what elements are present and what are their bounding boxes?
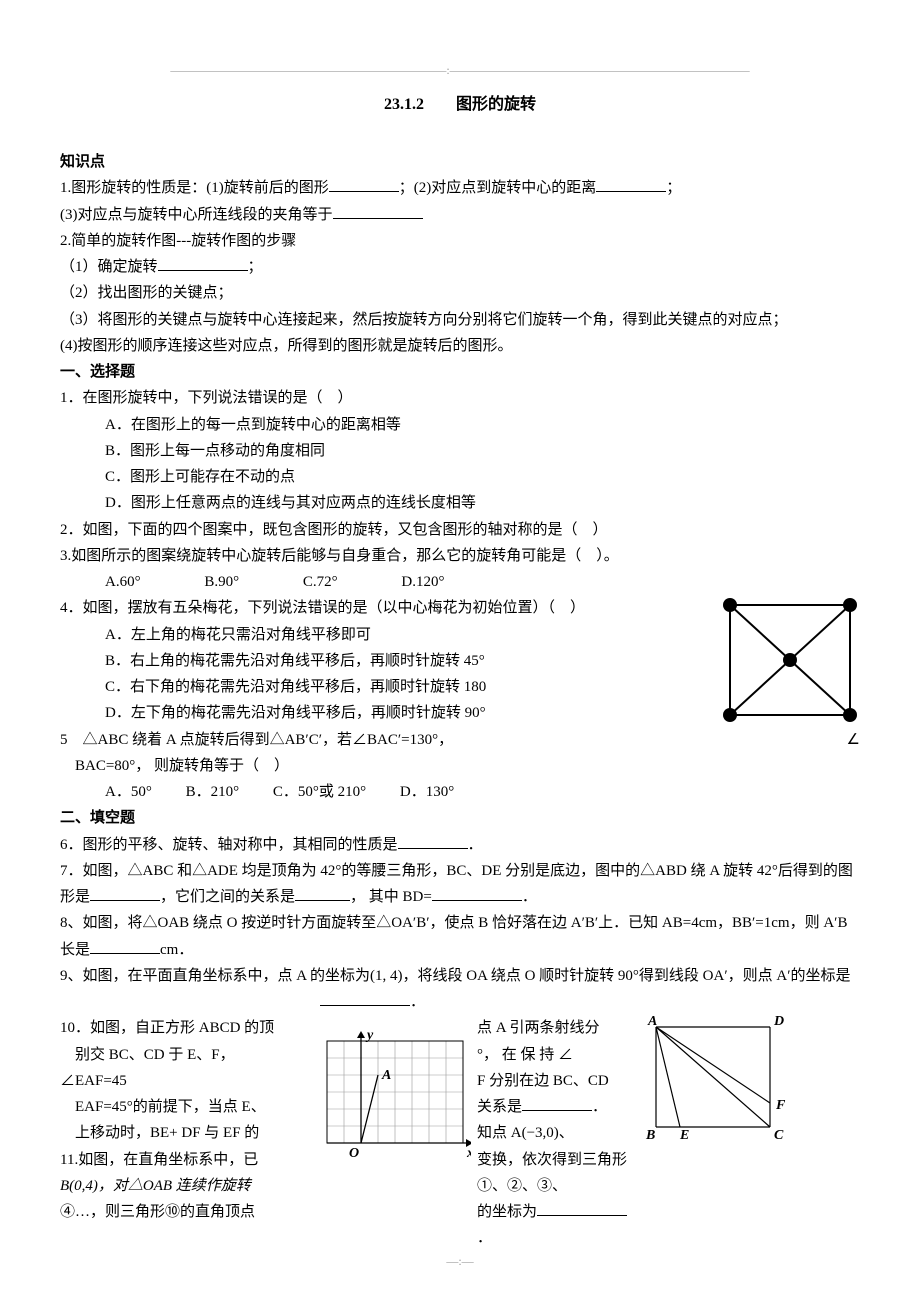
sectionB-heading: 二、填空题 [60, 805, 860, 831]
q10-figure: A D C B E F [638, 1015, 788, 1145]
q5-C: C．50°或 210° [273, 779, 366, 805]
sectionA-heading: 一、选择题 [60, 359, 860, 385]
text: ， 其中 BD= [350, 889, 432, 905]
q3-B: B.90° [204, 569, 239, 595]
q2-stem: 2．如图，下面的四个图案中，既包含图形的旋转，又包含图形的轴对称的是（ ） [60, 517, 860, 543]
text: ． [592, 1099, 607, 1115]
q1-C: C．图形上可能存在不动的点 [60, 464, 860, 490]
q10-l4b: 关系是 ． [477, 1094, 632, 1120]
header-rule: ———————————————————————:————————————————… [60, 60, 860, 81]
text: ，它们之间的关系是 [160, 889, 295, 905]
blank [158, 255, 248, 271]
text: 的坐标为 [477, 1204, 537, 1220]
q10-l1b: 点 A 引两条射线分 [477, 1015, 632, 1041]
text: 5 △ABC 绕着 A 点旋转后得到△AB′C′，若∠BAC′=130°， [60, 732, 453, 748]
blank [398, 833, 468, 849]
blank [320, 990, 410, 1006]
text: ． [468, 837, 483, 853]
q10-l2b: °， 在 保 持 ∠ [477, 1042, 632, 1068]
q10-l1a: 10．如图，自正方形 ABCD 的顶 [60, 1015, 295, 1041]
q4-figure [720, 595, 860, 725]
document-title: 23.1.2 图形的旋转 [60, 91, 860, 119]
q5-angle: ∠ [847, 727, 860, 753]
blank [522, 1095, 592, 1111]
q11-l3a: ④…，则三角形⑩的直角顶点 [60, 1199, 295, 1225]
text: 1.图形旋转的性质是：(1)旋转前后的图形 [60, 180, 329, 196]
knowledge-heading: 知识点 [60, 149, 860, 175]
q10-l3b: F 分别在边 BC、CD [477, 1068, 632, 1094]
svg-text:B: B [645, 1128, 655, 1143]
blank [295, 885, 350, 901]
knowledge-p1c: (3)对应点与旋转中心所连线段的夹角等于 [60, 202, 860, 228]
svg-text:C: C [774, 1128, 784, 1143]
q10-l4a: 上移动时，BE+ DF 与 EF 的 [60, 1120, 295, 1146]
q1-D: D．图形上任意两点的连线与其对应两点的连线长度相等 [60, 490, 860, 516]
q5-A: A．50° [105, 779, 152, 805]
knowledge-s1: （1）确定旋转 ； [60, 254, 860, 280]
q11-l3b: 的坐标为 ． [477, 1199, 632, 1252]
text: B(0,4)，对△OAB 连续作旋转 [60, 1178, 251, 1194]
svg-text:D: D [773, 1015, 784, 1029]
q5-line2: BAC=80°， 则旋转角等于（ ） [60, 753, 860, 779]
q3-A: A.60° [105, 569, 141, 595]
text: cm． [160, 942, 193, 958]
q1-A: A．在图形上的每一点到旋转中心的距离相等 [60, 412, 860, 438]
blank [596, 176, 666, 192]
q3-options: A.60° B.90° C.72° D.120° [60, 569, 860, 595]
text: ． [410, 994, 425, 1010]
blank [90, 885, 160, 901]
q11-l2b: 变换，依次得到三角形①、②、③、 [477, 1147, 632, 1200]
blank [537, 1200, 627, 1216]
q5-line1: 5 △ABC 绕着 A 点旋转后得到△AB′C′，若∠BAC′=130°， ∠ [60, 727, 860, 753]
knowledge-s2: （2）找出图形的关键点； [60, 280, 860, 306]
text: (3)对应点与旋转中心所连线段的夹角等于 [60, 207, 333, 223]
knowledge-s4: (4)按图形的顺序连接这些对应点，所得到的图形就是旋转后的图形。 [60, 333, 860, 359]
text: 9、如图，在平面直角坐标系中，点 A 的坐标为(1, 4)，将线段 OA 绕点 … [60, 968, 850, 984]
text: 6．图形的平移、旋转、轴对称中，其相同的性质是 [60, 837, 398, 853]
q3-C: C.72° [303, 569, 338, 595]
blank [432, 885, 522, 901]
q5-options: A．50° B．210° C．50°或 210° D．130° [60, 779, 860, 805]
text: ；(2)对应点到旋转中心的距离 [399, 180, 597, 196]
knowledge-p1: 1.图形旋转的性质是：(1)旋转前后的图形 ；(2)对应点到旋转中心的距离 ； [60, 175, 860, 201]
q5-D: D．130° [400, 779, 454, 805]
q1-B: B．图形上每一点移动的角度相同 [60, 438, 860, 464]
q10-l3a: EAF=45°的前提下，当点 E、 [60, 1094, 295, 1120]
q11-l1b: 知点 A(−3,0)、 [477, 1120, 632, 1146]
q11-l2a: B(0,4)，对△OAB 连续作旋转 [60, 1173, 295, 1199]
svg-text:A: A [381, 1068, 391, 1083]
blank [329, 176, 399, 192]
q6: 6．图形的平移、旋转、轴对称中，其相同的性质是 ． [60, 832, 860, 858]
knowledge-p2: 2.简单的旋转作图---旋转作图的步骤 [60, 228, 860, 254]
q10-l2a: 别交 BC、CD 于 E、F，∠EAF=45 [60, 1042, 295, 1095]
q5-B: B．210° [186, 779, 240, 805]
svg-text:F: F [775, 1098, 786, 1113]
blank [333, 203, 423, 219]
q10-q11-block: 10．如图，自正方形 ABCD 的顶 别交 BC、CD 于 E、F，∠EAF=4… [60, 1015, 860, 1251]
text: 关系是 [477, 1099, 522, 1115]
knowledge-s3: （3）将图形的关键点与旋转中心连接起来，然后按旋转方向分别将它们旋转一个角，得到… [60, 307, 860, 333]
text: （1）确定旋转 [60, 259, 158, 275]
text: ． [522, 889, 537, 905]
text: 知点 A(−3,0)、 [477, 1125, 574, 1141]
q8: 8、如图，将△OAB 绕点 O 按逆时针方面旋转至△OA′B′，使点 B 恰好落… [60, 910, 860, 963]
text: ． [477, 1230, 492, 1246]
svg-text:E: E [679, 1128, 689, 1143]
svg-text:A: A [647, 1015, 657, 1029]
q9: 9、如图，在平面直角坐标系中，点 A 的坐标为(1, 4)，将线段 OA 绕点 … [60, 963, 860, 1016]
q11-l1a: 11.如图，在直角坐标系中，已 [60, 1147, 295, 1173]
svg-text:x: x [466, 1146, 471, 1161]
q3-D: D.120° [401, 569, 444, 595]
blank [90, 938, 160, 954]
q11-figure: y x O A [301, 1015, 471, 1165]
q1-stem: 1．在图形旋转中，下列说法错误的是（ ） [60, 385, 860, 411]
text: ； [248, 259, 263, 275]
footer-rule: —:— [60, 1251, 860, 1272]
svg-text:y: y [365, 1028, 374, 1043]
svg-text:O: O [349, 1146, 359, 1161]
q3-stem: 3.如图所示的图案绕旋转中心旋转后能够与自身重合，那么它的旋转角可能是（ ）。 [60, 543, 860, 569]
text: ； [666, 180, 681, 196]
q7: 7．如图，△ABC 和△ADE 均是顶角为 42°的等腰三角形，BC、DE 分别… [60, 858, 860, 911]
